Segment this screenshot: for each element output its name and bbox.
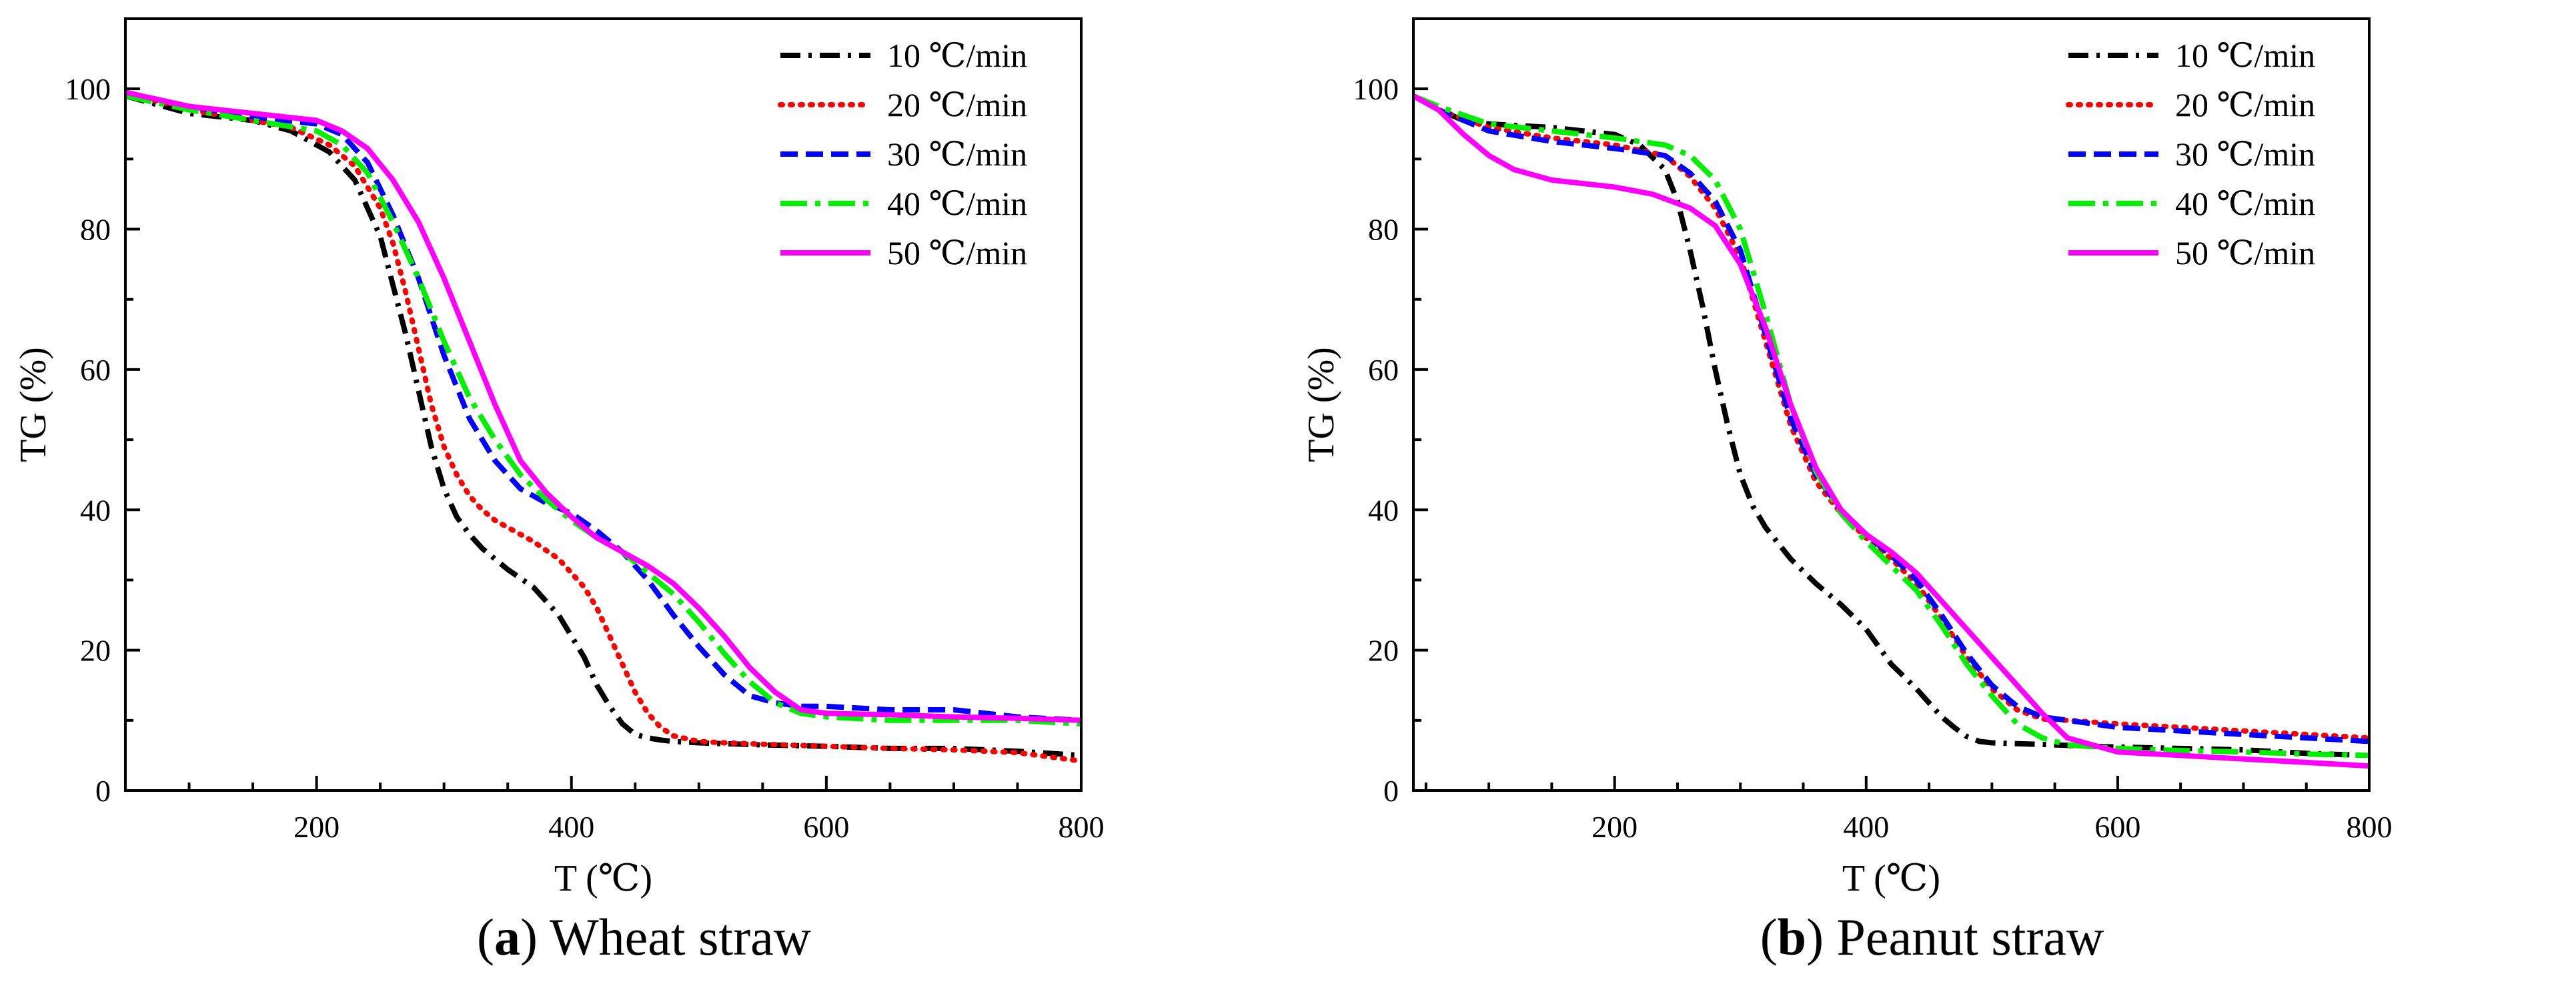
x-tick-label: 600: [803, 810, 849, 844]
series-line-2: [125, 89, 1081, 764]
x-tick-label: 200: [1591, 810, 1638, 844]
x-tick-label: 600: [2094, 810, 2140, 844]
caption-wheat-straw: (a) Wheat straw: [476, 908, 812, 966]
legend-label-4: 40 ℃/min: [2175, 185, 2315, 222]
tg-chart-wheat-straw: 200 400 600 800 0 20 40 60 80 100 T (℃) TG (%) 10 ℃/…: [13, 17, 1105, 899]
y-tick-label: 20: [1368, 634, 1399, 668]
legend-label-5: 50 ℃/min: [887, 234, 1027, 272]
panel-letter: a: [494, 908, 520, 966]
y-tick-label: 100: [1353, 72, 1399, 106]
x-tick-label: 200: [293, 810, 340, 844]
y-axis-label: TG (%): [1301, 347, 1342, 462]
legend-label-1: 10 ℃/min: [887, 37, 1027, 74]
x-tick-label: 800: [1059, 810, 1105, 844]
y-axis-label: TG (%): [13, 347, 54, 462]
legend-label-3: 30 ℃/min: [2175, 135, 2315, 173]
y-tick-label: 100: [65, 72, 111, 106]
y-tick-label: 40: [80, 493, 111, 527]
plot-frame: [1412, 17, 2371, 792]
series-line-3: [125, 89, 1081, 723]
panel-peanut-straw: 200 400 600 800 0 20 40 60 80 100 T (℃) TG (%) 10 ℃/…: [1288, 0, 2576, 1000]
y-tick-label: 0: [95, 774, 111, 808]
x-axis-label: T (℃): [1842, 858, 1940, 899]
x-axis-label: T (℃): [554, 858, 652, 899]
series-line-5: [1413, 93, 2369, 769]
caption-text: Wheat straw: [550, 908, 812, 966]
y-tick-label: 80: [80, 213, 111, 247]
y-tick-label: 60: [1368, 353, 1399, 387]
x-tick-label: 400: [548, 810, 594, 844]
legend-label-1: 10 ℃/min: [2175, 37, 2315, 74]
legend-label-2: 20 ℃/min: [887, 86, 1027, 123]
legend-label-3: 30 ℃/min: [887, 135, 1027, 173]
x-tick-label: 800: [2347, 810, 2393, 844]
legend-label-2: 20 ℃/min: [2175, 86, 2315, 123]
x-tick-label: 400: [1843, 810, 1889, 844]
legend-label-5: 50 ℃/min: [2175, 234, 2315, 272]
panel-wheat-straw: 200 400 600 800 0 20 40 60 80 100 T (℃) TG (%) 10 ℃/…: [13, 17, 1105, 966]
y-tick-label: 80: [1368, 213, 1399, 247]
series-line-1: [1413, 93, 2369, 759]
caption-text: Peanut straw: [1836, 908, 2104, 966]
y-tick-label: 40: [1368, 493, 1399, 527]
caption-peanut-straw: (b) Peanut straw: [1760, 908, 2104, 966]
legend-label-4: 40 ℃/min: [887, 185, 1027, 222]
series-line-2: [1413, 93, 2369, 741]
plot-frame: [124, 17, 1083, 792]
panel-letter: b: [1777, 908, 1807, 966]
y-tick-label: 20: [80, 634, 111, 668]
y-tick-label: 0: [1383, 774, 1399, 808]
series-line-5: [125, 89, 1081, 723]
y-tick-label: 60: [80, 353, 111, 387]
tg-chart-peanut-straw: 200 400 600 800 0 20 40 60 80 100 T (℃) TG (%) 10 ℃/…: [1301, 17, 2393, 899]
